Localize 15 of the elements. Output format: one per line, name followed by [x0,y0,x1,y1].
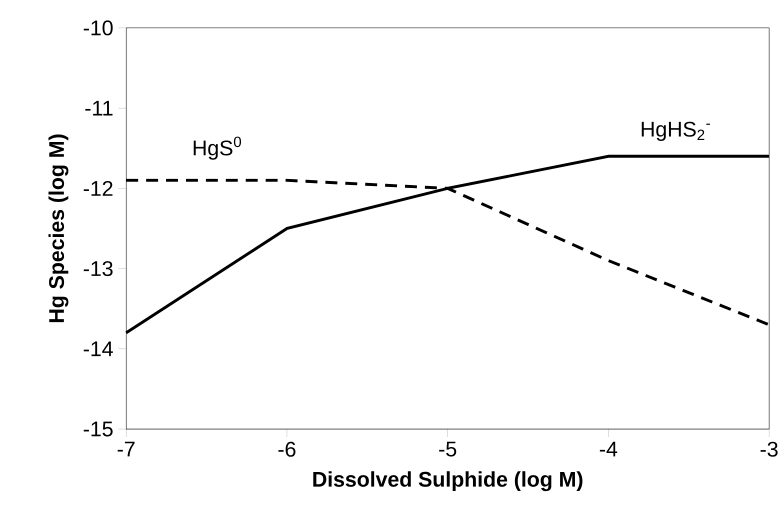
y-tick-label: -14 [84,341,113,356]
y-axis-title: Hg Species (log M) [48,134,68,322]
y-tick-label: -12 [84,180,112,196]
y-tick-label: -11 [85,100,112,116]
y-tick-label: -13 [84,260,113,276]
x-tick-label: -3 [760,442,778,457]
x-tick-label: -7 [118,442,135,456]
y-tick-label: -10 [84,20,113,36]
x-tick-label: -5 [439,442,456,456]
series-label: HgS$^{0}$ [194,136,242,160]
series-label: HgHS$_{2}$- [642,122,710,141]
x-tick-label: -6 [278,442,296,457]
y-tick-label: -15 [84,421,113,436]
x-axis-title: Dissolved Sulphide (log M) [313,471,582,491]
x-tick-label: -4 [600,442,618,456]
